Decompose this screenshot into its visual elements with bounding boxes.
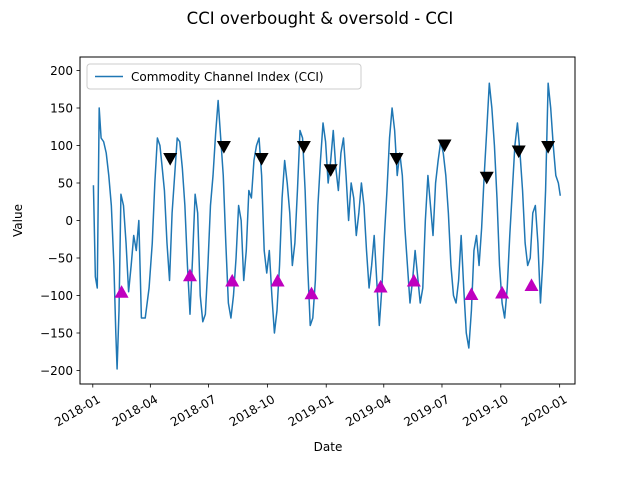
y-tick-label: 50 [58, 177, 73, 191]
x-axis-label: Date [314, 440, 343, 454]
y-tick-label: −200 [40, 364, 73, 378]
y-tick-label: −100 [40, 289, 73, 303]
overbought-marker [323, 164, 338, 177]
y-tick-label: 100 [50, 139, 73, 153]
y-tick-label: 200 [50, 64, 73, 78]
x-tick-label: 2018-07 [168, 392, 218, 429]
x-tick-label: 2019-04 [343, 392, 393, 429]
oversold-marker [524, 278, 539, 291]
overbought-marker [254, 153, 269, 166]
legend: Commodity Channel Index (CCI) [86, 63, 362, 90]
oversold-marker [464, 287, 479, 300]
overbought-marker [216, 141, 231, 154]
overbought-marker [541, 141, 556, 154]
chart-title: CCI overbought & oversold - CCI [187, 9, 454, 28]
overbought-marker [437, 139, 452, 153]
x-tick-label: 2019-07 [401, 392, 451, 429]
oversold-marker [114, 285, 129, 298]
y-tick-label: −50 [48, 252, 73, 266]
overbought-marker [389, 153, 404, 166]
oversold-marker [225, 273, 240, 287]
legend-label: Commodity Channel Index (CCI) [131, 70, 324, 84]
x-tick-label: 2020-01 [519, 392, 569, 429]
oversold-marker [495, 285, 510, 299]
y-tick-label: 150 [50, 102, 73, 116]
y-tick-label: −150 [40, 327, 73, 341]
oversold-marker [406, 273, 421, 287]
x-tick-label: 2018-04 [110, 392, 160, 429]
oversold-marker [373, 279, 388, 293]
y-axis-label: Value [11, 204, 25, 237]
overbought-marker [479, 171, 494, 185]
x-tick-label: 2018-10 [227, 392, 277, 429]
legend-box [86, 63, 362, 90]
oversold-marker [304, 286, 319, 300]
x-tick-label: 2019-10 [460, 392, 510, 429]
plot-frame [79, 56, 576, 385]
overbought-marker [511, 145, 526, 159]
series-line-cci [92, 82, 562, 370]
overbought-marker [163, 153, 178, 166]
overbought-marker [296, 141, 311, 154]
y-tick-label: 0 [65, 214, 73, 228]
oversold-marker [270, 273, 285, 287]
x-tick-label: 2019-01 [286, 392, 336, 429]
oversold-marker [183, 268, 197, 282]
x-tick-label: 2018-01 [52, 392, 102, 429]
